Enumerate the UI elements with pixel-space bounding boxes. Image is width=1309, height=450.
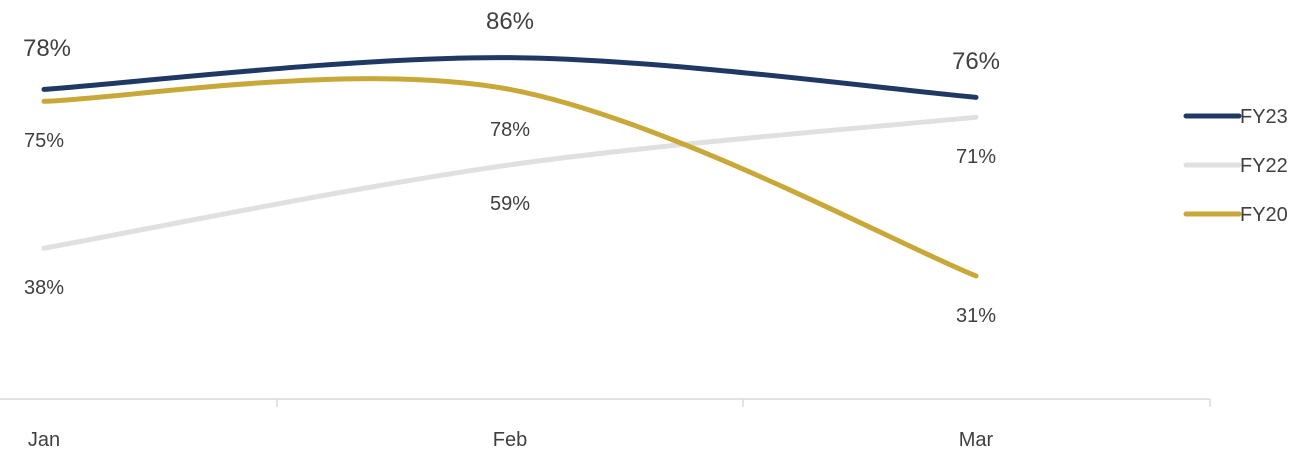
x-axis xyxy=(0,398,1211,407)
legend-label: FY20 xyxy=(1240,204,1288,226)
x-tick-label: Jan xyxy=(28,429,60,450)
series-line-fy20 xyxy=(41,76,979,279)
data-label-fy23: 78% xyxy=(23,35,71,62)
data-label-fy22: 38% xyxy=(24,277,64,299)
legend-label: FY23 xyxy=(1240,106,1288,128)
data-label-fy20: 75% xyxy=(24,130,64,152)
x-tick-label: Feb xyxy=(493,429,527,450)
legend: FY23 FY22 FY20 xyxy=(1183,106,1288,226)
data-label-fy23: 86% xyxy=(486,8,534,35)
series-line-fy22 xyxy=(41,114,979,251)
x-tick-labels: Jan Feb Mar xyxy=(28,429,994,450)
data-label-fy22: 71% xyxy=(956,146,996,168)
legend-item-fy20: FY20 xyxy=(1183,204,1288,226)
data-label-fy22: 59% xyxy=(490,193,530,215)
series-lines xyxy=(41,55,979,279)
data-label-fy20: 78% xyxy=(490,119,530,141)
data-label-fy23: 76% xyxy=(952,48,1000,75)
x-tick-label: Mar xyxy=(959,429,994,450)
data-label-fy20: 31% xyxy=(956,305,996,327)
series-line-fy23 xyxy=(41,55,979,100)
legend-item-fy23: FY23 xyxy=(1183,106,1288,128)
legend-item-fy22: FY22 xyxy=(1183,155,1288,177)
data-labels: 78% 86% 76% 38% 59% 71% 75% 78% 31% xyxy=(23,8,1000,327)
legend-label: FY22 xyxy=(1240,155,1288,177)
